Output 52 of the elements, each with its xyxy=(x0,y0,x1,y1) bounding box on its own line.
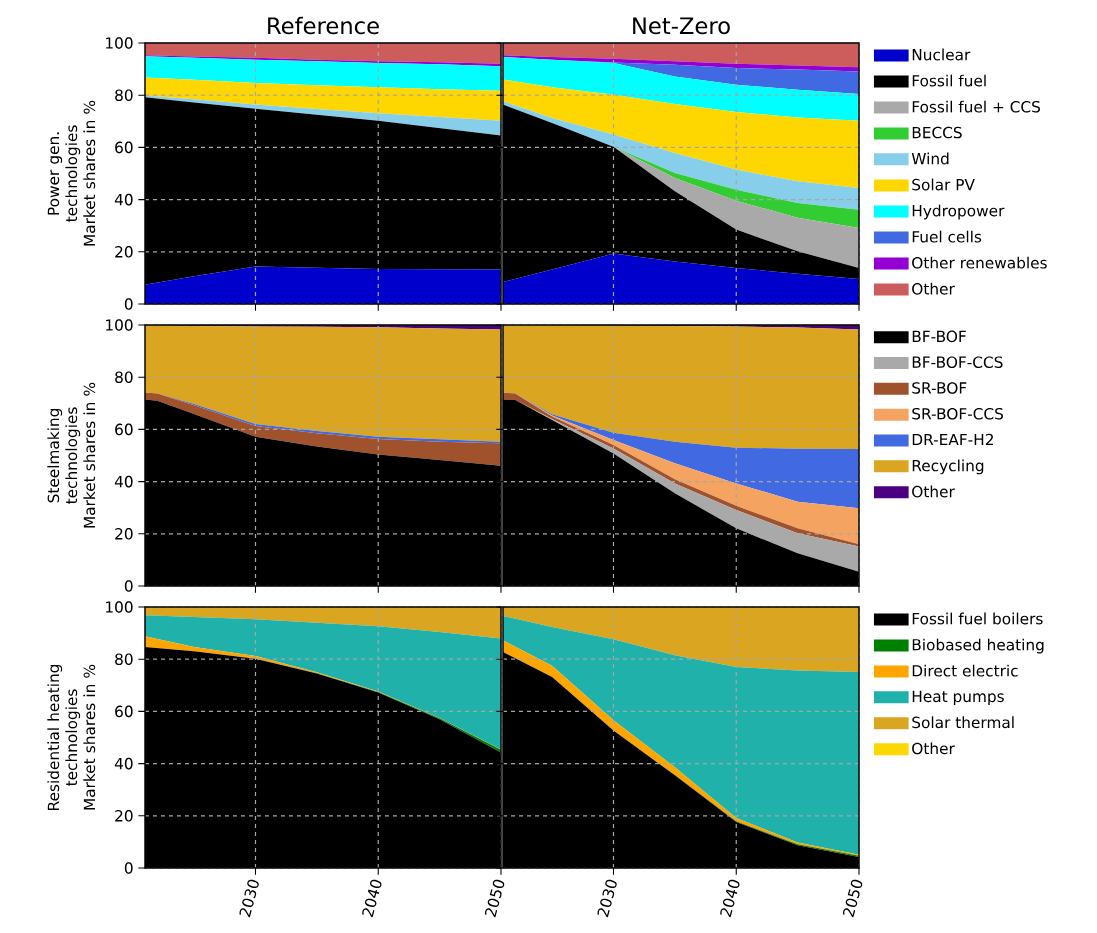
legend-label: Recycling xyxy=(912,459,984,475)
x-tick-label: 2030 xyxy=(597,879,617,918)
legend-label: Fossil fuel xyxy=(912,74,986,87)
y-tick-label: 60 xyxy=(115,141,133,154)
y-tick-label: 80 xyxy=(115,653,133,665)
x-tick-label: 2050 xyxy=(843,879,863,918)
y-tick-label: 0 xyxy=(124,862,133,874)
y-tick-label: 20 xyxy=(115,528,133,540)
y-tick-label: 20 xyxy=(115,246,133,258)
chart-title: Net-Zero xyxy=(633,17,730,35)
y-tick-label: 40 xyxy=(114,193,133,206)
legend-label: Other renewables xyxy=(912,256,1047,269)
legend-label: Direct electric xyxy=(912,664,1018,677)
x-tick-label: 2030 xyxy=(239,879,259,918)
legend-label: Solar PV xyxy=(912,178,975,191)
legend-label: Hydropower xyxy=(912,204,1005,220)
legend-label: DR-EAF-H2 xyxy=(912,433,993,446)
x-tick-label: 2040 xyxy=(720,879,740,918)
x-tick-label: 2050 xyxy=(485,879,505,918)
legend-label: Fuel cells xyxy=(912,230,982,243)
legend-label: Other xyxy=(912,742,955,755)
legend-label: Wind xyxy=(911,152,949,165)
legend-label: Biobased heating xyxy=(912,638,1044,654)
legend-label: Other xyxy=(912,282,955,295)
legend-label: SR-BOF-CCS xyxy=(912,407,1003,420)
legend-label: Heat pumps xyxy=(912,690,1004,706)
legend-label: BF-BOF xyxy=(912,330,966,343)
legend-label: Nuclear xyxy=(912,48,971,61)
y-tick-label: 40 xyxy=(114,757,133,770)
y-tick-label: 100 xyxy=(106,37,133,49)
chart-title: Reference xyxy=(268,16,379,35)
y-tick-label: 40 xyxy=(114,475,133,488)
y-axis-title: Steelmaking technologies Market shares in % xyxy=(47,382,96,528)
y-tick-label: 100 xyxy=(106,601,133,613)
x-tick-label: 2040 xyxy=(362,879,382,918)
y-tick-label: 60 xyxy=(115,705,133,718)
legend-label: Other xyxy=(912,485,955,498)
legend-label: Solar thermal xyxy=(912,716,1014,729)
y-tick-label: 80 xyxy=(115,89,133,101)
y-tick-label: 80 xyxy=(115,371,133,383)
y-tick-label: 20 xyxy=(115,810,133,822)
legend-label: Fossil fuel boilers xyxy=(912,612,1043,625)
y-tick-label: 100 xyxy=(106,319,133,331)
y-tick-label: 60 xyxy=(115,423,133,436)
legend-label: BF-BOF-CCS xyxy=(912,356,1003,368)
legend-label: BECCS xyxy=(912,126,962,139)
legend-label: Fossil fuel + CCS xyxy=(912,100,1040,113)
y-tick-label: 0 xyxy=(124,298,133,310)
legend-label: SR-BOF xyxy=(912,382,967,394)
y-tick-label: 0 xyxy=(124,580,133,592)
y-axis-title: Residential heating technologies Market shares in % xyxy=(47,664,96,810)
y-axis-title: Power gen. technologies Market shares in % xyxy=(47,100,96,246)
